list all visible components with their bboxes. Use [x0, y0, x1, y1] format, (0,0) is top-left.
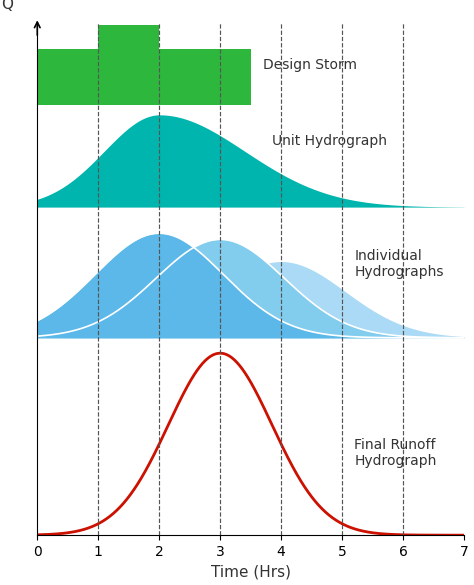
Text: Final Runoff
Hydrograph: Final Runoff Hydrograph: [355, 438, 437, 469]
Text: Individual
Hydrographs: Individual Hydrographs: [355, 249, 444, 279]
Text: Unit Hydrograph: Unit Hydrograph: [272, 133, 387, 147]
X-axis label: Time (Hrs): Time (Hrs): [210, 565, 291, 580]
Text: Design Storm: Design Storm: [263, 58, 357, 72]
Y-axis label: Q: Q: [1, 0, 13, 12]
